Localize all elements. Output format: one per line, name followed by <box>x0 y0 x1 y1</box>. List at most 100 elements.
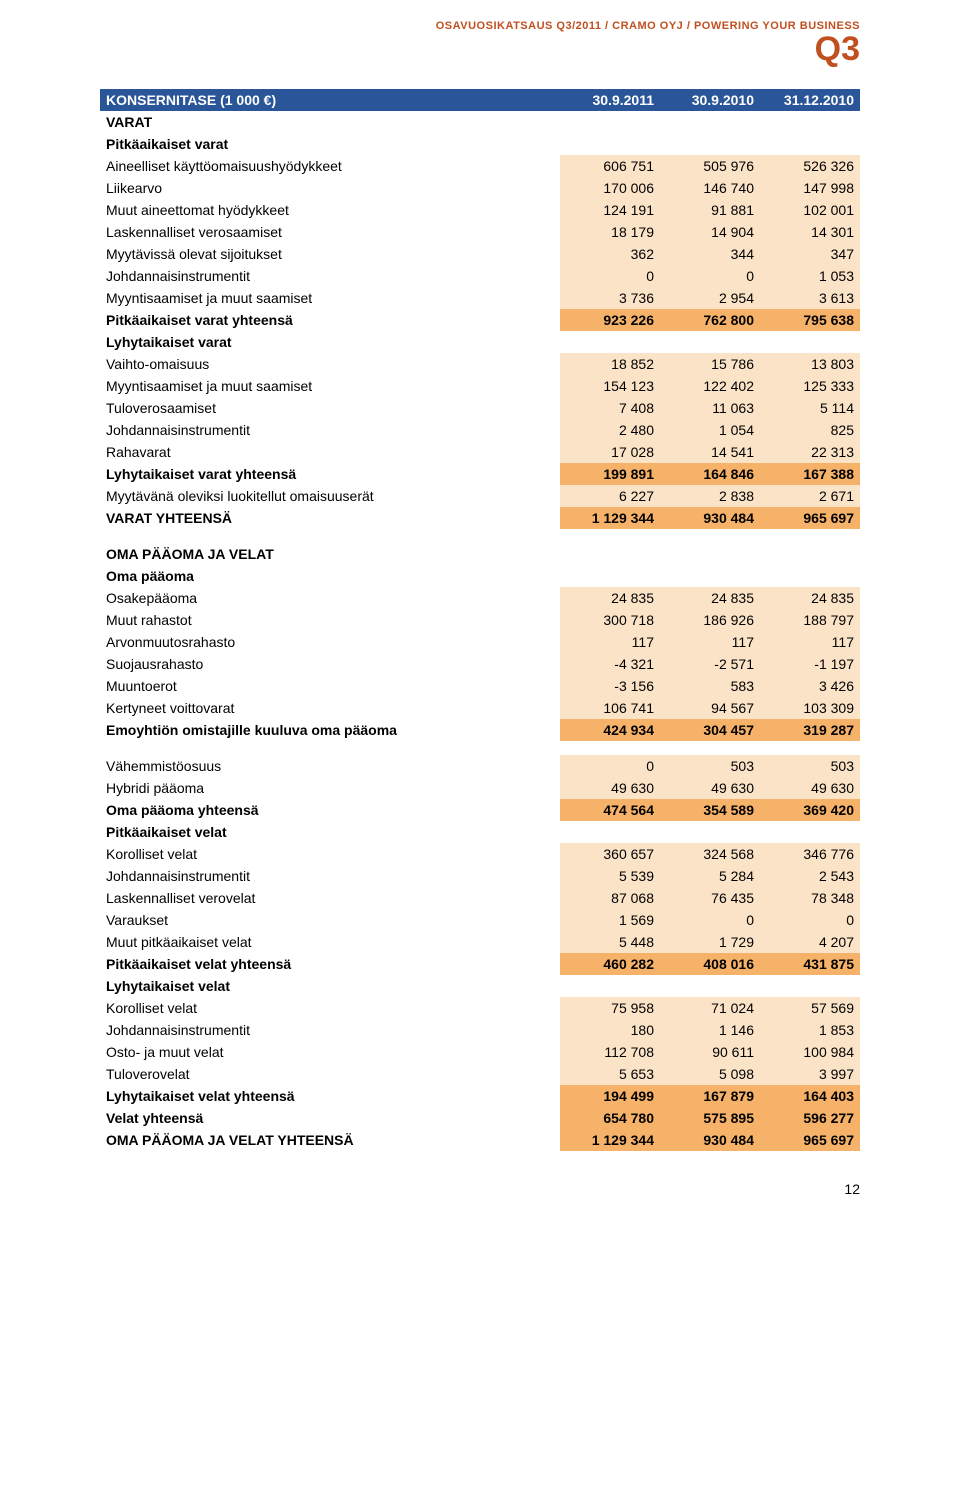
table-row <box>100 741 860 755</box>
row-label: Osto- ja muut velat <box>100 1041 560 1063</box>
q3-label: Q3 <box>100 30 860 69</box>
cell-value: 112 708 <box>560 1041 660 1063</box>
cell-value: 102 001 <box>760 199 860 221</box>
cell-value: 11 063 <box>660 397 760 419</box>
cell-value: 49 630 <box>760 777 860 799</box>
row-label: Kertyneet voittovarat <box>100 697 560 719</box>
cell-value: 654 780 <box>560 1107 660 1129</box>
cell-value: 344 <box>660 243 760 265</box>
cell-value: 17 028 <box>560 441 660 463</box>
cell-value: 583 <box>660 675 760 697</box>
section-label: VARAT <box>100 111 560 133</box>
section-label: Lyhytaikaiset velat <box>100 975 560 997</box>
cell-value: 5 114 <box>760 397 860 419</box>
cell-value: 24 835 <box>760 587 860 609</box>
cell-value: 596 277 <box>760 1107 860 1129</box>
cell-value: 164 403 <box>760 1085 860 1107</box>
cell-value: 346 776 <box>760 843 860 865</box>
row-label: Vaihto-omaisuus <box>100 353 560 375</box>
row-label: Pitkäaikaiset velat yhteensä <box>100 953 560 975</box>
cell-value: 57 569 <box>760 997 860 1019</box>
table-row: Muut rahastot300 718186 926188 797 <box>100 609 860 631</box>
cell-value: 14 541 <box>660 441 760 463</box>
cell-value: 117 <box>560 631 660 653</box>
cell-value: 762 800 <box>660 309 760 331</box>
row-label: OMA PÄÄOMA JA VELAT YHTEENSÄ <box>100 1129 560 1151</box>
table-row: VARAT YHTEENSÄ1 129 344930 484965 697 <box>100 507 860 529</box>
cell-value: 13 803 <box>760 353 860 375</box>
cell-value: 188 797 <box>760 609 860 631</box>
row-label: Rahavarat <box>100 441 560 463</box>
cell-value: 106 741 <box>560 697 660 719</box>
table-row: VARAT <box>100 111 860 133</box>
cell-value: 24 835 <box>560 587 660 609</box>
table-row: Muut aineettomat hyödykkeet124 19191 881… <box>100 199 860 221</box>
row-label: Laskennalliset verosaamiset <box>100 221 560 243</box>
cell-value: 4 207 <box>760 931 860 953</box>
table-row: Osakepääoma24 83524 83524 835 <box>100 587 860 609</box>
table-row: Lyhytaikaiset varat <box>100 331 860 353</box>
row-label: Muuntoerot <box>100 675 560 697</box>
page: OSAVUOSIKATSAUS Q3/2011 / CRAMO OYJ / PO… <box>0 0 960 1237</box>
cell-value: 24 835 <box>660 587 760 609</box>
cell-value: 965 697 <box>760 1129 860 1151</box>
cell-value: 7 408 <box>560 397 660 419</box>
cell-value: 324 568 <box>660 843 760 865</box>
cell-value: 1 129 344 <box>560 507 660 529</box>
cell-value: 369 420 <box>760 799 860 821</box>
table-row: Johdannaisinstrumentit5 5395 2842 543 <box>100 865 860 887</box>
table-row: Tuloverovelat5 6535 0983 997 <box>100 1063 860 1085</box>
cell-value: 167 388 <box>760 463 860 485</box>
cell-value: 2 838 <box>660 485 760 507</box>
cell-value: 1 146 <box>660 1019 760 1041</box>
cell-value: -1 197 <box>760 653 860 675</box>
cell-value: 194 499 <box>560 1085 660 1107</box>
row-label: Varaukset <box>100 909 560 931</box>
table-row: Rahavarat17 02814 54122 313 <box>100 441 860 463</box>
table-row: Pitkäaikaiset velat <box>100 821 860 843</box>
cell-value: 147 998 <box>760 177 860 199</box>
cell-value: 180 <box>560 1019 660 1041</box>
row-label: Johdannaisinstrumentit <box>100 1019 560 1041</box>
table-row: Johdannaisinstrumentit1801 1461 853 <box>100 1019 860 1041</box>
cell-value: 304 457 <box>660 719 760 741</box>
table-row <box>100 529 860 543</box>
row-label: Muut aineettomat hyödykkeet <box>100 199 560 221</box>
cell-value: 100 984 <box>760 1041 860 1063</box>
balance-table: KONSERNITASE (1 000 €)30.9.201130.9.2010… <box>100 89 860 1151</box>
table-row: Velat yhteensä654 780575 895596 277 <box>100 1107 860 1129</box>
page-number: 12 <box>100 1181 860 1197</box>
row-label: Johdannaisinstrumentit <box>100 265 560 287</box>
table-row: Lyhytaikaiset varat yhteensä199 891164 8… <box>100 463 860 485</box>
table-row: Pitkäaikaiset varat <box>100 133 860 155</box>
cell-value: 15 786 <box>660 353 760 375</box>
table-row: Lyhytaikaiset velat <box>100 975 860 997</box>
cell-value: 431 875 <box>760 953 860 975</box>
table-row: Liikearvo170 006146 740147 998 <box>100 177 860 199</box>
cell-value: 2 671 <box>760 485 860 507</box>
table-row: Tuloverosaamiset7 40811 0635 114 <box>100 397 860 419</box>
table-row: Lyhytaikaiset velat yhteensä194 499167 8… <box>100 1085 860 1107</box>
table-row: Emoyhtiön omistajille kuuluva oma pääoma… <box>100 719 860 741</box>
cell-value: 360 657 <box>560 843 660 865</box>
row-label: Liikearvo <box>100 177 560 199</box>
cell-value: 1 729 <box>660 931 760 953</box>
cell-value: 146 740 <box>660 177 760 199</box>
row-label: Emoyhtiön omistajille kuuluva oma pääoma <box>100 719 560 741</box>
cell-value: 1 853 <box>760 1019 860 1041</box>
row-label: VARAT YHTEENSÄ <box>100 507 560 529</box>
cell-value: 14 301 <box>760 221 860 243</box>
cell-value: 5 448 <box>560 931 660 953</box>
cell-value: 0 <box>660 909 760 931</box>
cell-value: 167 879 <box>660 1085 760 1107</box>
cell-value: 87 068 <box>560 887 660 909</box>
table-row: OMA PÄÄOMA JA VELAT <box>100 543 860 565</box>
cell-value: 3 997 <box>760 1063 860 1085</box>
col-header: 30.9.2010 <box>660 89 760 111</box>
cell-value: 18 852 <box>560 353 660 375</box>
row-label: Laskennalliset verovelat <box>100 887 560 909</box>
cell-value: 5 098 <box>660 1063 760 1085</box>
row-label: Lyhytaikaiset velat yhteensä <box>100 1085 560 1107</box>
cell-value: 347 <box>760 243 860 265</box>
cell-value: 124 191 <box>560 199 660 221</box>
